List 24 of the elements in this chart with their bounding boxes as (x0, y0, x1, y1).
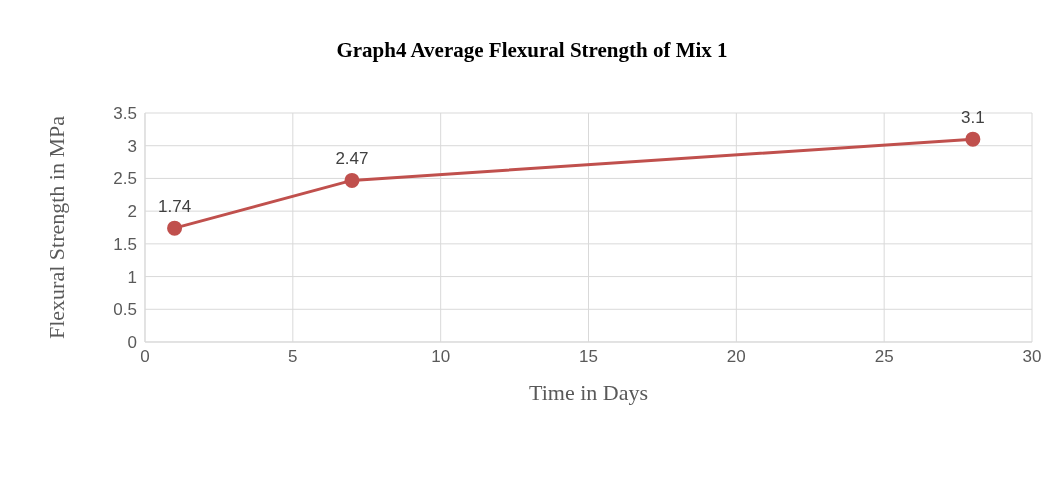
x-tick-label: 0 (140, 347, 150, 367)
y-axis-title: Flexural Strength in MPa (43, 115, 69, 340)
x-tick-label: 10 (431, 347, 451, 367)
x-tick-label: 20 (726, 347, 746, 367)
point (344, 172, 360, 188)
x-axis-title: Time in Days (529, 380, 648, 405)
x-tick-label: 30 (1022, 347, 1042, 367)
y-tick-label: 1 (127, 267, 137, 287)
y-tick-label: 1.5 (113, 234, 137, 254)
data-label: 1.74 (158, 197, 192, 217)
y-tick-label: 3.5 (113, 104, 137, 124)
x-tick-label: 5 (288, 347, 298, 367)
point (167, 220, 183, 236)
x-tick-label: 25 (874, 347, 894, 367)
data-label: 2.47 (335, 149, 369, 169)
data-label: 3.1 (961, 108, 985, 128)
point (965, 131, 981, 147)
y-tick-label: 2.5 (113, 169, 137, 189)
x-tick-label: 15 (579, 347, 598, 367)
y-tick-label: 3 (127, 136, 137, 156)
y-tick-label: 2 (127, 202, 137, 222)
y-tick-label: 0.5 (113, 300, 137, 320)
y-tick-label: 0 (127, 333, 137, 353)
chart-title: Graph4 Average Flexural Strength of Mix 1 (335, 38, 729, 63)
